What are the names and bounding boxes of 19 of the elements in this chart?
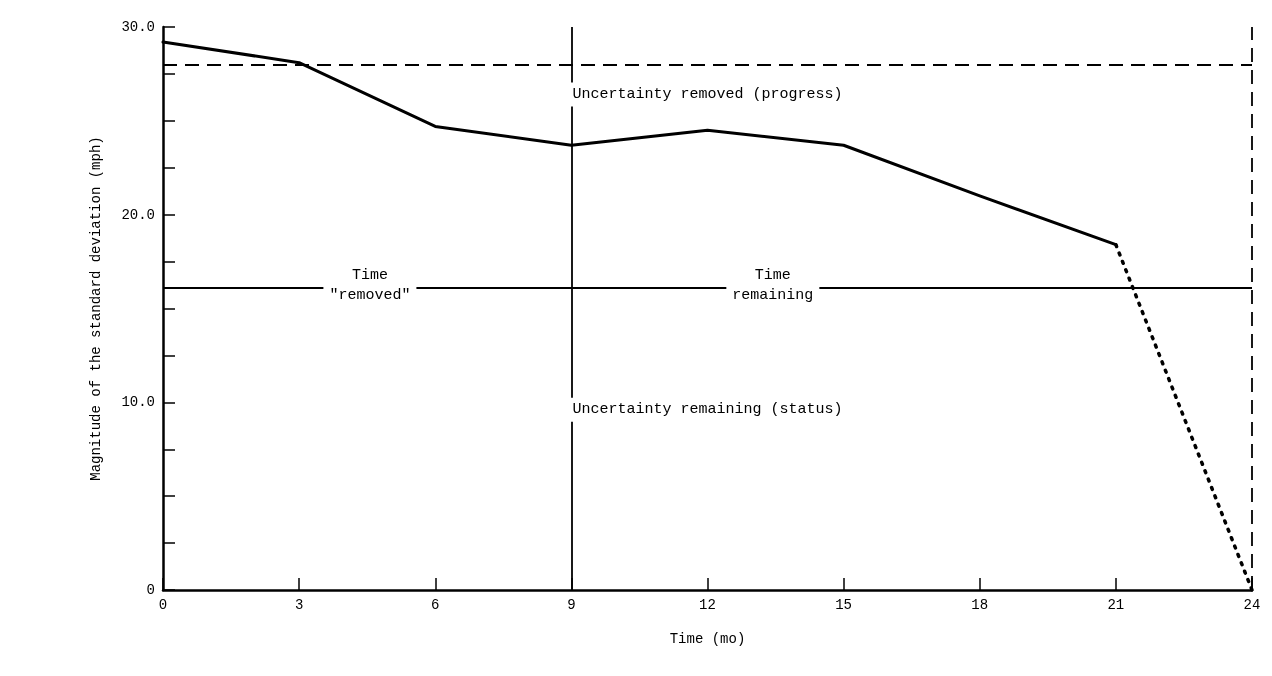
x-tick-label: 9 — [567, 597, 576, 613]
x-tick-label: 12 — [699, 597, 716, 613]
x-tick-label: 3 — [294, 597, 304, 613]
y-tick-label: 0 — [146, 582, 155, 598]
annotation: Time remaining — [732, 267, 814, 305]
y-tick-label: 30.0 — [121, 19, 155, 35]
x-tick-label: 0 — [158, 597, 168, 613]
annotation: Time "removed" — [329, 267, 411, 305]
x-axis-title: Time (mo) — [669, 631, 746, 647]
x-tick-label: 15 — [835, 597, 853, 613]
annotation: Uncertainty removed (progress) — [572, 86, 843, 104]
annotation: Uncertainty remaining (status) — [572, 401, 843, 419]
x-tick-label: 18 — [971, 597, 989, 613]
x-tick-label: 24 — [1243, 597, 1261, 613]
y-tick-label: 10.0 — [121, 394, 155, 411]
x-tick-label: 21 — [1107, 597, 1125, 613]
y-tick-label: 20.0 — [121, 206, 155, 223]
x-tick-label: 6 — [431, 597, 440, 613]
y-axis-title: Magnitude of the standard deviation (mph) — [88, 136, 104, 481]
